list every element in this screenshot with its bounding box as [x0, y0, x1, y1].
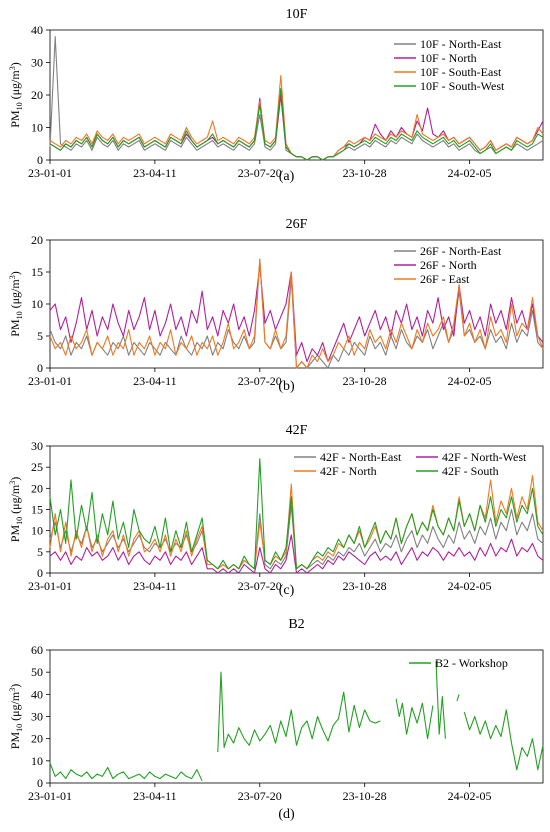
y-tick-label: 30: [31, 439, 43, 453]
chart-panel-2: 42F 0 5 10 15 20 25 30 23-01-01 23-04-11 23-07-20 2…: [8, 423, 544, 598]
y-tick-label: 15: [31, 265, 43, 279]
x-tick-label: 23-01-01: [28, 789, 72, 803]
legend-entry: 10F - North-East: [420, 37, 502, 51]
x-tick-label: 23-10-28: [343, 166, 387, 180]
y-tick-label: 40: [31, 23, 43, 37]
series-line-0-seg-5: [463, 709, 544, 771]
y-tick-label: 10: [31, 121, 43, 135]
y-tick-label: 0: [37, 153, 43, 167]
series-line-3: [49, 458, 544, 570]
series-line-0-seg-4: [456, 694, 460, 702]
legend-entry: 26F - North-East: [420, 244, 502, 258]
x-tick-label: 24-02-05: [448, 166, 492, 180]
x-tick-label: 23-10-28: [343, 789, 387, 803]
y-tick-label: 5: [37, 329, 43, 343]
legend-entry: 10F - North: [420, 51, 477, 65]
panel-label: (d): [278, 807, 295, 822]
legend-entry: 26F - North: [420, 258, 477, 272]
series-line-2: [49, 258, 544, 369]
x-tick-label: 23-01-01: [28, 579, 72, 593]
legend-entry: 26F - East: [420, 272, 470, 286]
x-tick-label: 23-01-01: [28, 374, 72, 388]
y-tick-label: 20: [31, 732, 43, 746]
x-tick-label: 24-02-05: [448, 579, 492, 593]
series-line-3: [49, 87, 544, 161]
panel-label: (a): [279, 169, 295, 184]
legend-entry: 10F - South-West: [420, 79, 505, 93]
y-axis-label: PM10 (μg/m3): [8, 477, 24, 542]
y-tick-label: 20: [31, 481, 43, 495]
chart-title: 10F: [286, 7, 308, 22]
panel-label: (c): [279, 583, 295, 598]
y-tick-label: 30: [31, 710, 43, 724]
x-tick-label: 23-07-20: [238, 166, 282, 180]
chart-title: B2: [288, 617, 304, 632]
y-tick-label: 15: [31, 503, 43, 517]
series-line-1: [49, 94, 544, 161]
y-tick-label: 20: [31, 88, 43, 102]
series-line-1: [49, 534, 544, 574]
y-tick-label: 10: [31, 754, 43, 768]
legend-entry: 42F - North-East: [320, 450, 402, 464]
x-tick-label: 23-10-28: [343, 374, 387, 388]
x-tick-label: 23-07-20: [238, 579, 282, 593]
legend-entry: 42F - North: [320, 464, 377, 478]
y-axis-label: PM10 (μg/m3): [8, 684, 24, 749]
panel-label: (b): [278, 379, 295, 394]
y-axis-label: PM10 (μg/m3): [8, 271, 24, 336]
legend-entry: 42F - North-West: [442, 450, 527, 464]
y-tick-label: 10: [31, 297, 43, 311]
y-tick-label: 40: [31, 687, 43, 701]
x-tick-label: 23-04-11: [133, 166, 177, 180]
series-line-0-seg-3: [435, 661, 446, 739]
y-tick-label: 0: [37, 776, 43, 790]
x-tick-label: 23-04-11: [133, 789, 177, 803]
x-tick-label: 24-02-05: [448, 789, 492, 803]
y-tick-label: 25: [31, 460, 43, 474]
series-line-0-seg-1: [217, 671, 381, 753]
legend-entry: 10F - South-East: [420, 65, 502, 79]
chart-title: 42F: [286, 423, 308, 438]
x-tick-label: 23-10-28: [343, 579, 387, 593]
series-line-0-seg-2: [395, 698, 434, 740]
chart-panel-1: 26F 0 5 10 15 20 23-01-01 23-04-11 23-07-20 23-10…: [8, 217, 544, 394]
x-tick-label: 23-01-01: [28, 166, 72, 180]
y-tick-label: 0: [37, 566, 43, 580]
y-tick-label: 10: [31, 524, 43, 538]
x-tick-label: 23-04-11: [133, 579, 177, 593]
x-tick-label: 23-07-20: [238, 789, 282, 803]
y-tick-label: 30: [31, 56, 43, 70]
x-tick-label: 24-02-05: [448, 374, 492, 388]
x-tick-label: 23-04-11: [133, 374, 177, 388]
y-tick-label: 60: [31, 643, 43, 657]
y-tick-label: 50: [31, 665, 43, 679]
chart-title: 26F: [286, 217, 308, 232]
chart-panel-0: 10F 0 10 20 30 40 23-01-01 23-04-11 23-07-20 23-1…: [8, 7, 544, 184]
x-tick-label: 23-07-20: [238, 374, 282, 388]
y-tick-label: 5: [37, 545, 43, 559]
chart-panel-3: B2 0 10 20 30 40 50 60 23-01-01 23-04-11 23-07-20 2…: [8, 617, 544, 822]
legend-entry: B2 - Workshop: [435, 656, 508, 670]
series-line-0-seg-0: [49, 762, 203, 782]
legend-entry: 42F - South: [442, 464, 499, 478]
y-tick-label: 0: [37, 361, 43, 375]
y-axis-label: PM10 (μg/m3): [8, 62, 24, 127]
y-tick-label: 20: [31, 233, 43, 247]
